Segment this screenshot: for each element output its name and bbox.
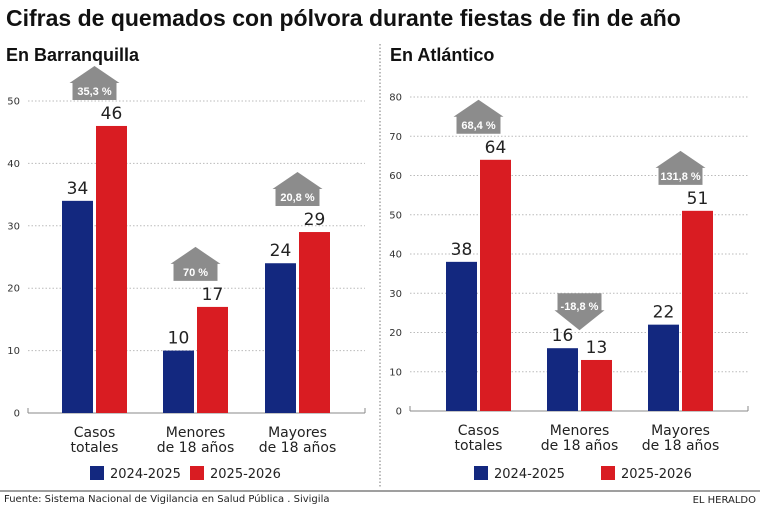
data-label: 10 <box>168 329 190 349</box>
data-label: 38 <box>451 240 473 260</box>
category-label: Mayores <box>651 423 710 439</box>
y-tick-label: 10 <box>389 367 402 378</box>
change-badge: 131,8 % <box>660 171 701 183</box>
legend-swatch <box>474 466 488 480</box>
bar-2025-2026 <box>480 159 511 411</box>
y-tick-label: 30 <box>389 289 402 300</box>
y-tick-label: 10 <box>7 346 20 357</box>
y-tick-label: 20 <box>7 284 20 295</box>
legend-label: 2024-2025 <box>110 467 181 482</box>
bar-2025-2026 <box>682 210 713 411</box>
bar-2024-2025 <box>163 350 194 413</box>
data-label: 16 <box>552 326 574 346</box>
y-tick-label: 0 <box>14 409 20 420</box>
arrow-up-icon <box>655 150 706 185</box>
legend-swatch <box>190 466 204 480</box>
arrow-down-icon <box>554 293 605 331</box>
bar-2025-2026 <box>581 359 612 411</box>
arrow-up-icon <box>69 65 120 100</box>
category-label: Menores <box>550 423 610 439</box>
data-label: 51 <box>687 189 709 209</box>
legend-swatch <box>601 466 615 480</box>
data-label: 46 <box>101 104 123 124</box>
y-tick-label: 40 <box>7 159 20 170</box>
bar-2024-2025 <box>547 348 578 411</box>
brand-logo: EL HERALDO <box>693 495 757 506</box>
data-label: 22 <box>653 303 675 323</box>
data-label: 64 <box>485 138 507 158</box>
change-badge: -18,8 % <box>561 301 599 313</box>
data-label: 13 <box>586 338 608 358</box>
arrow-up-icon <box>272 172 323 207</box>
category-label: Casos <box>74 425 116 441</box>
panel-title: En Barranquilla <box>6 45 140 65</box>
bar-2025-2026 <box>197 306 228 413</box>
data-label: 34 <box>67 179 89 199</box>
change-badge: 68,4 % <box>461 120 495 132</box>
y-tick-label: 80 <box>389 93 402 104</box>
y-tick-label: 60 <box>389 171 402 182</box>
y-tick-label: 70 <box>389 132 402 143</box>
y-tick-label: 0 <box>396 407 402 418</box>
category-label: Menores <box>166 425 226 441</box>
source-note: Fuente: Sistema Nacional de Vigilancia e… <box>4 493 329 505</box>
y-tick-label: 50 <box>7 97 20 108</box>
bar-2024-2025 <box>62 200 93 413</box>
bar-2024-2025 <box>265 263 296 413</box>
category-label: Casos <box>458 423 500 439</box>
y-tick-label: 20 <box>389 328 402 339</box>
legend-swatch <box>90 466 104 480</box>
category-label: de 18 años <box>642 438 720 454</box>
category-label: de 18 años <box>541 438 619 454</box>
bar-2024-2025 <box>446 261 477 411</box>
arrow-up-icon <box>453 99 504 134</box>
category-label: Mayores <box>268 425 327 441</box>
legend-label: 2024-2025 <box>494 467 565 482</box>
category-label: de 18 años <box>157 440 235 456</box>
data-label: 24 <box>270 241 292 261</box>
arrow-up-icon <box>170 246 221 281</box>
y-tick-label: 50 <box>389 210 402 221</box>
page-title: Cifras de quemados con pólvora durante f… <box>6 5 681 31</box>
category-label: totales <box>71 440 119 456</box>
data-label: 29 <box>304 210 326 230</box>
change-badge: 20,8 % <box>280 192 314 204</box>
change-badge: 35,3 % <box>77 86 111 98</box>
legend-label: 2025-2026 <box>621 467 692 482</box>
y-tick-label: 30 <box>7 221 20 232</box>
legend-label: 2025-2026 <box>210 467 281 482</box>
category-label: totales <box>455 438 503 454</box>
bar-2025-2026 <box>299 232 330 413</box>
change-badge: 70 % <box>183 267 208 279</box>
category-label: de 18 años <box>259 440 337 456</box>
data-label: 17 <box>202 285 224 305</box>
panel-title: En Atlántico <box>390 45 494 65</box>
bar-2025-2026 <box>96 125 127 414</box>
bar-2024-2025 <box>648 324 679 411</box>
y-tick-label: 40 <box>389 250 402 261</box>
